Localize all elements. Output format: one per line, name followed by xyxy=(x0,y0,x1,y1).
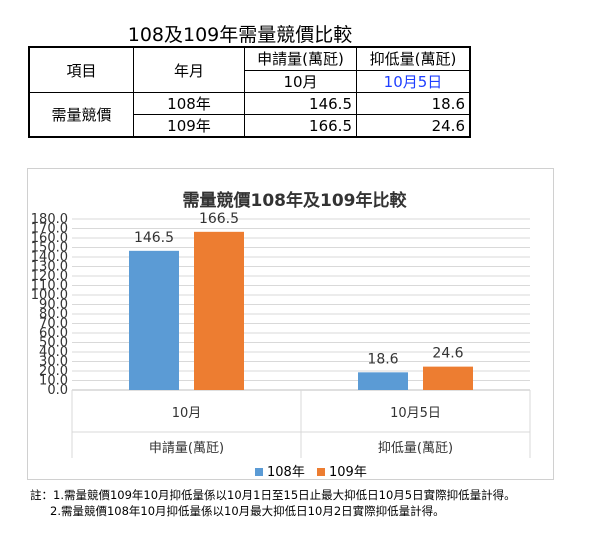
legend-swatch-109 xyxy=(317,468,325,476)
bar-109年-10月5日 xyxy=(423,366,473,390)
y-tick-label: 90.0 xyxy=(39,298,68,313)
y-tick-label: 70.0 xyxy=(39,317,68,332)
y-tick-label: 160.0 xyxy=(31,231,68,246)
bar-108年-10月5日 xyxy=(358,372,408,390)
y-tick-label: 170.0 xyxy=(31,222,68,237)
y-tick-label: 80.0 xyxy=(39,307,68,322)
data-label: 146.5 xyxy=(134,230,174,246)
row-value-b: 18.6 xyxy=(356,92,471,115)
y-tick-label: 150.0 xyxy=(31,241,68,256)
y-tick-label: 0.0 xyxy=(47,383,68,398)
x-tick-label: 10月 xyxy=(172,406,202,421)
y-tick-label: 180.0 xyxy=(31,212,68,227)
comparison-table: 項目 年月 申請量(萬瓩) 抑低量(萬瓩) 10月 10月5日 需量競價 108… xyxy=(28,46,471,138)
y-tick-label: 40.0 xyxy=(39,345,68,360)
row-year: 108年 xyxy=(133,92,245,115)
y-tick-label: 100.0 xyxy=(31,288,68,303)
data-label: 18.6 xyxy=(367,351,398,367)
data-label: 166.5 xyxy=(199,211,239,227)
bar-109年-10月 xyxy=(194,231,244,390)
table-row: 需量競價 108年 146.5 18.6 xyxy=(28,92,471,138)
y-tick-label: 110.0 xyxy=(31,279,68,294)
row-value-b: 24.6 xyxy=(356,114,471,138)
page-title: 108及109年需量競價比較 xyxy=(127,24,353,46)
y-tick-label: 130.0 xyxy=(31,260,68,275)
header-year: 年月 xyxy=(133,46,245,93)
legend-label-109: 109年 xyxy=(329,465,367,480)
bar-108年-10月 xyxy=(129,250,179,390)
header-col-b: 抑低量(萬瓩) xyxy=(356,46,471,71)
table-subheader-row: 10月 10月5日 xyxy=(29,69,471,93)
x-tick-label: 10月5日 xyxy=(390,406,441,421)
category-group-label: 申請量(萬瓩) xyxy=(149,441,224,456)
y-tick-label: 20.0 xyxy=(39,364,68,379)
chart-title: 需量競價108年及109年比較 xyxy=(182,191,407,211)
legend-item-109: 109年 xyxy=(317,461,367,480)
y-tick-label: 50.0 xyxy=(39,336,68,351)
footnote-2: 2.需量競價108年10月抑低量係以10月最大抑低日10月2日實際抑低量計得。 xyxy=(50,504,445,518)
y-tick-label: 30.0 xyxy=(39,355,68,370)
y-tick-label: 120.0 xyxy=(31,269,68,284)
y-tick-label: 60.0 xyxy=(39,326,68,341)
header-col-a: 申請量(萬瓩) xyxy=(244,46,357,71)
header-col-a-sub: 10月 xyxy=(244,69,357,93)
row-value-a: 146.5 xyxy=(244,92,357,115)
table-row: 109年 166.5 24.6 xyxy=(29,114,471,138)
table-header-row: 項目 年月 申請量(萬瓩) 抑低量(萬瓩) xyxy=(28,46,471,93)
row-value-a: 166.5 xyxy=(244,114,357,138)
legend-item-108: 108年 xyxy=(255,461,305,480)
row-label: 需量競價 xyxy=(28,92,134,138)
y-tick-label: 10.0 xyxy=(39,374,68,389)
footnote-1: 註：1.需量競價109年10月抑低量係以10月1日至15日止最大抑低日10月5日… xyxy=(30,488,516,502)
data-label: 24.6 xyxy=(432,346,463,362)
header-item: 項目 xyxy=(28,46,134,93)
legend-swatch-108 xyxy=(255,468,263,476)
category-group-label: 抑低量(萬瓩) xyxy=(378,441,453,456)
y-tick-label: 140.0 xyxy=(31,250,68,265)
row-year: 109年 xyxy=(133,114,245,138)
legend-label-108: 108年 xyxy=(267,465,305,480)
footnotes: 註：1.需量競價109年10月抑低量係以10月1日至15日止最大抑低日10月5日… xyxy=(30,487,516,519)
